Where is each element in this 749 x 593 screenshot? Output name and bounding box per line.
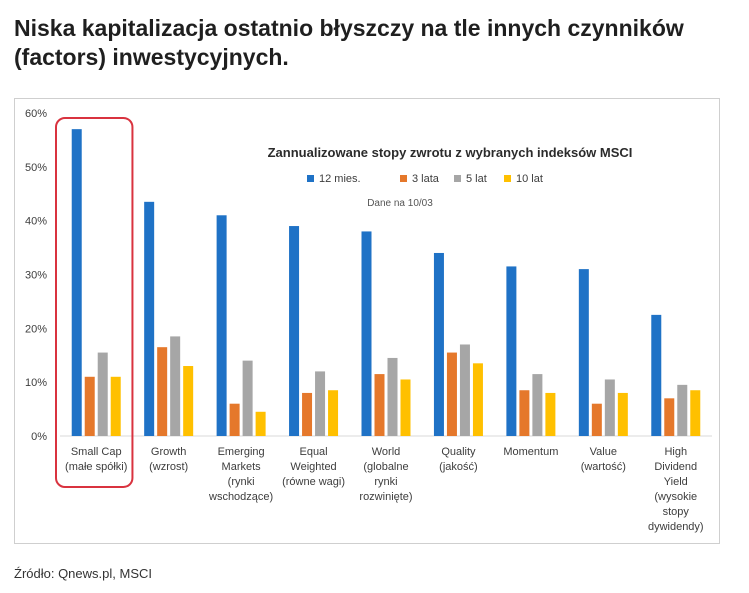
bar-3-lata-5 [446,352,457,436]
source-note: Źródło: Qnews.pl, MSCI [14,566,152,581]
category-label: (wartość) [581,461,626,473]
category-label: rynki [374,476,397,488]
legend-swatch-3 [504,175,511,182]
category-label: Momentum [503,446,558,458]
y-tick-label: 60% [25,108,47,120]
category-label: dywidendy) [648,521,704,533]
bar-5-lat-0 [97,352,108,436]
legend-label: 12 mies. [319,173,361,185]
category-label: Growth [151,446,186,458]
bar-10-lat-1 [183,366,194,436]
category-label: (wzrost) [149,461,188,473]
legend-label: 5 lat [466,173,487,185]
category-label: Yield [664,476,688,488]
category-label: Weighted [290,461,336,473]
highlight-box [55,117,134,488]
bar-10-lat-5 [472,363,483,436]
legend-swatch-2 [454,175,461,182]
bar-12-mies--1 [144,201,155,436]
legend-swatch-1 [400,175,407,182]
bar-12-mies--8 [651,314,662,436]
legend-label: 10 lat [516,173,543,185]
bar-5-lat-5 [459,344,470,436]
bar-5-lat-8 [677,384,688,436]
bar-5-lat-2 [242,360,253,436]
bar-10-lat-2 [255,411,266,436]
category-label: Quality [441,446,476,458]
category-label: High [664,446,687,458]
bar-3-lata-2 [229,403,240,436]
y-tick-label: 0% [31,431,47,443]
bar-12-mies--4 [361,231,372,436]
chart-title: Zannualizowane stopy zwrotu z wybranych … [268,145,633,160]
bar-10-lat-4 [400,379,411,436]
bar-3-lata-4 [374,374,385,436]
bar-3-lata-3 [302,392,313,436]
bar-12-mies--2 [216,215,227,436]
category-label: Markets [222,461,262,473]
legend-label: 3 lata [412,173,440,185]
bar-10-lat-3 [328,390,339,436]
category-label: (rynki [228,476,255,488]
y-tick-label: 20% [25,323,47,335]
category-label: rozwinięte) [359,491,412,503]
y-tick-label: 50% [25,162,47,174]
bar-3-lata-1 [157,347,168,436]
bar-12-mies--6 [506,266,517,436]
chart-subtitle: Dane na 10/03 [367,198,433,209]
bar-12-mies--3 [289,226,300,436]
y-tick-label: 10% [25,377,47,389]
category-label: Emerging [218,446,265,458]
category-label: Small Cap [71,446,122,458]
bar-10-lat-0 [110,376,121,436]
legend-swatch-0 [307,175,314,182]
category-label: Equal [299,446,327,458]
bar-3-lata-7 [591,403,602,436]
bar-5-lat-7 [604,379,615,436]
headline: Niska kapitalizacja ostatnio błyszczy na… [14,15,684,70]
y-tick-label: 30% [25,270,47,282]
bar-3-lata-8 [664,398,675,436]
bar-5-lat-3 [315,371,326,436]
category-label: (globalne [363,461,408,473]
category-label: stopy [663,506,690,518]
category-label: World [372,446,401,458]
category-label: Dividend [654,461,697,473]
category-label: (jakość) [439,461,478,473]
bar-10-lat-8 [690,390,701,436]
bar-3-lata-0 [84,376,95,436]
category-label: wschodzące) [208,491,273,503]
bar-10-lat-6 [545,392,556,436]
category-label: (wysokie [654,491,697,503]
bar-3-lata-6 [519,390,530,436]
bar-10-lat-7 [617,392,628,436]
category-label: Value [590,446,617,458]
bar-12-mies--7 [578,269,589,436]
category-label: (małe spółki) [65,461,127,473]
bar-12-mies--0 [71,129,82,436]
y-tick-label: 40% [25,216,47,228]
bar-5-lat-4 [387,357,398,436]
category-label: (równe wagi) [282,476,345,488]
bar-5-lat-1 [170,336,181,436]
bar-5-lat-6 [532,374,543,436]
bar-12-mies--5 [433,252,444,436]
